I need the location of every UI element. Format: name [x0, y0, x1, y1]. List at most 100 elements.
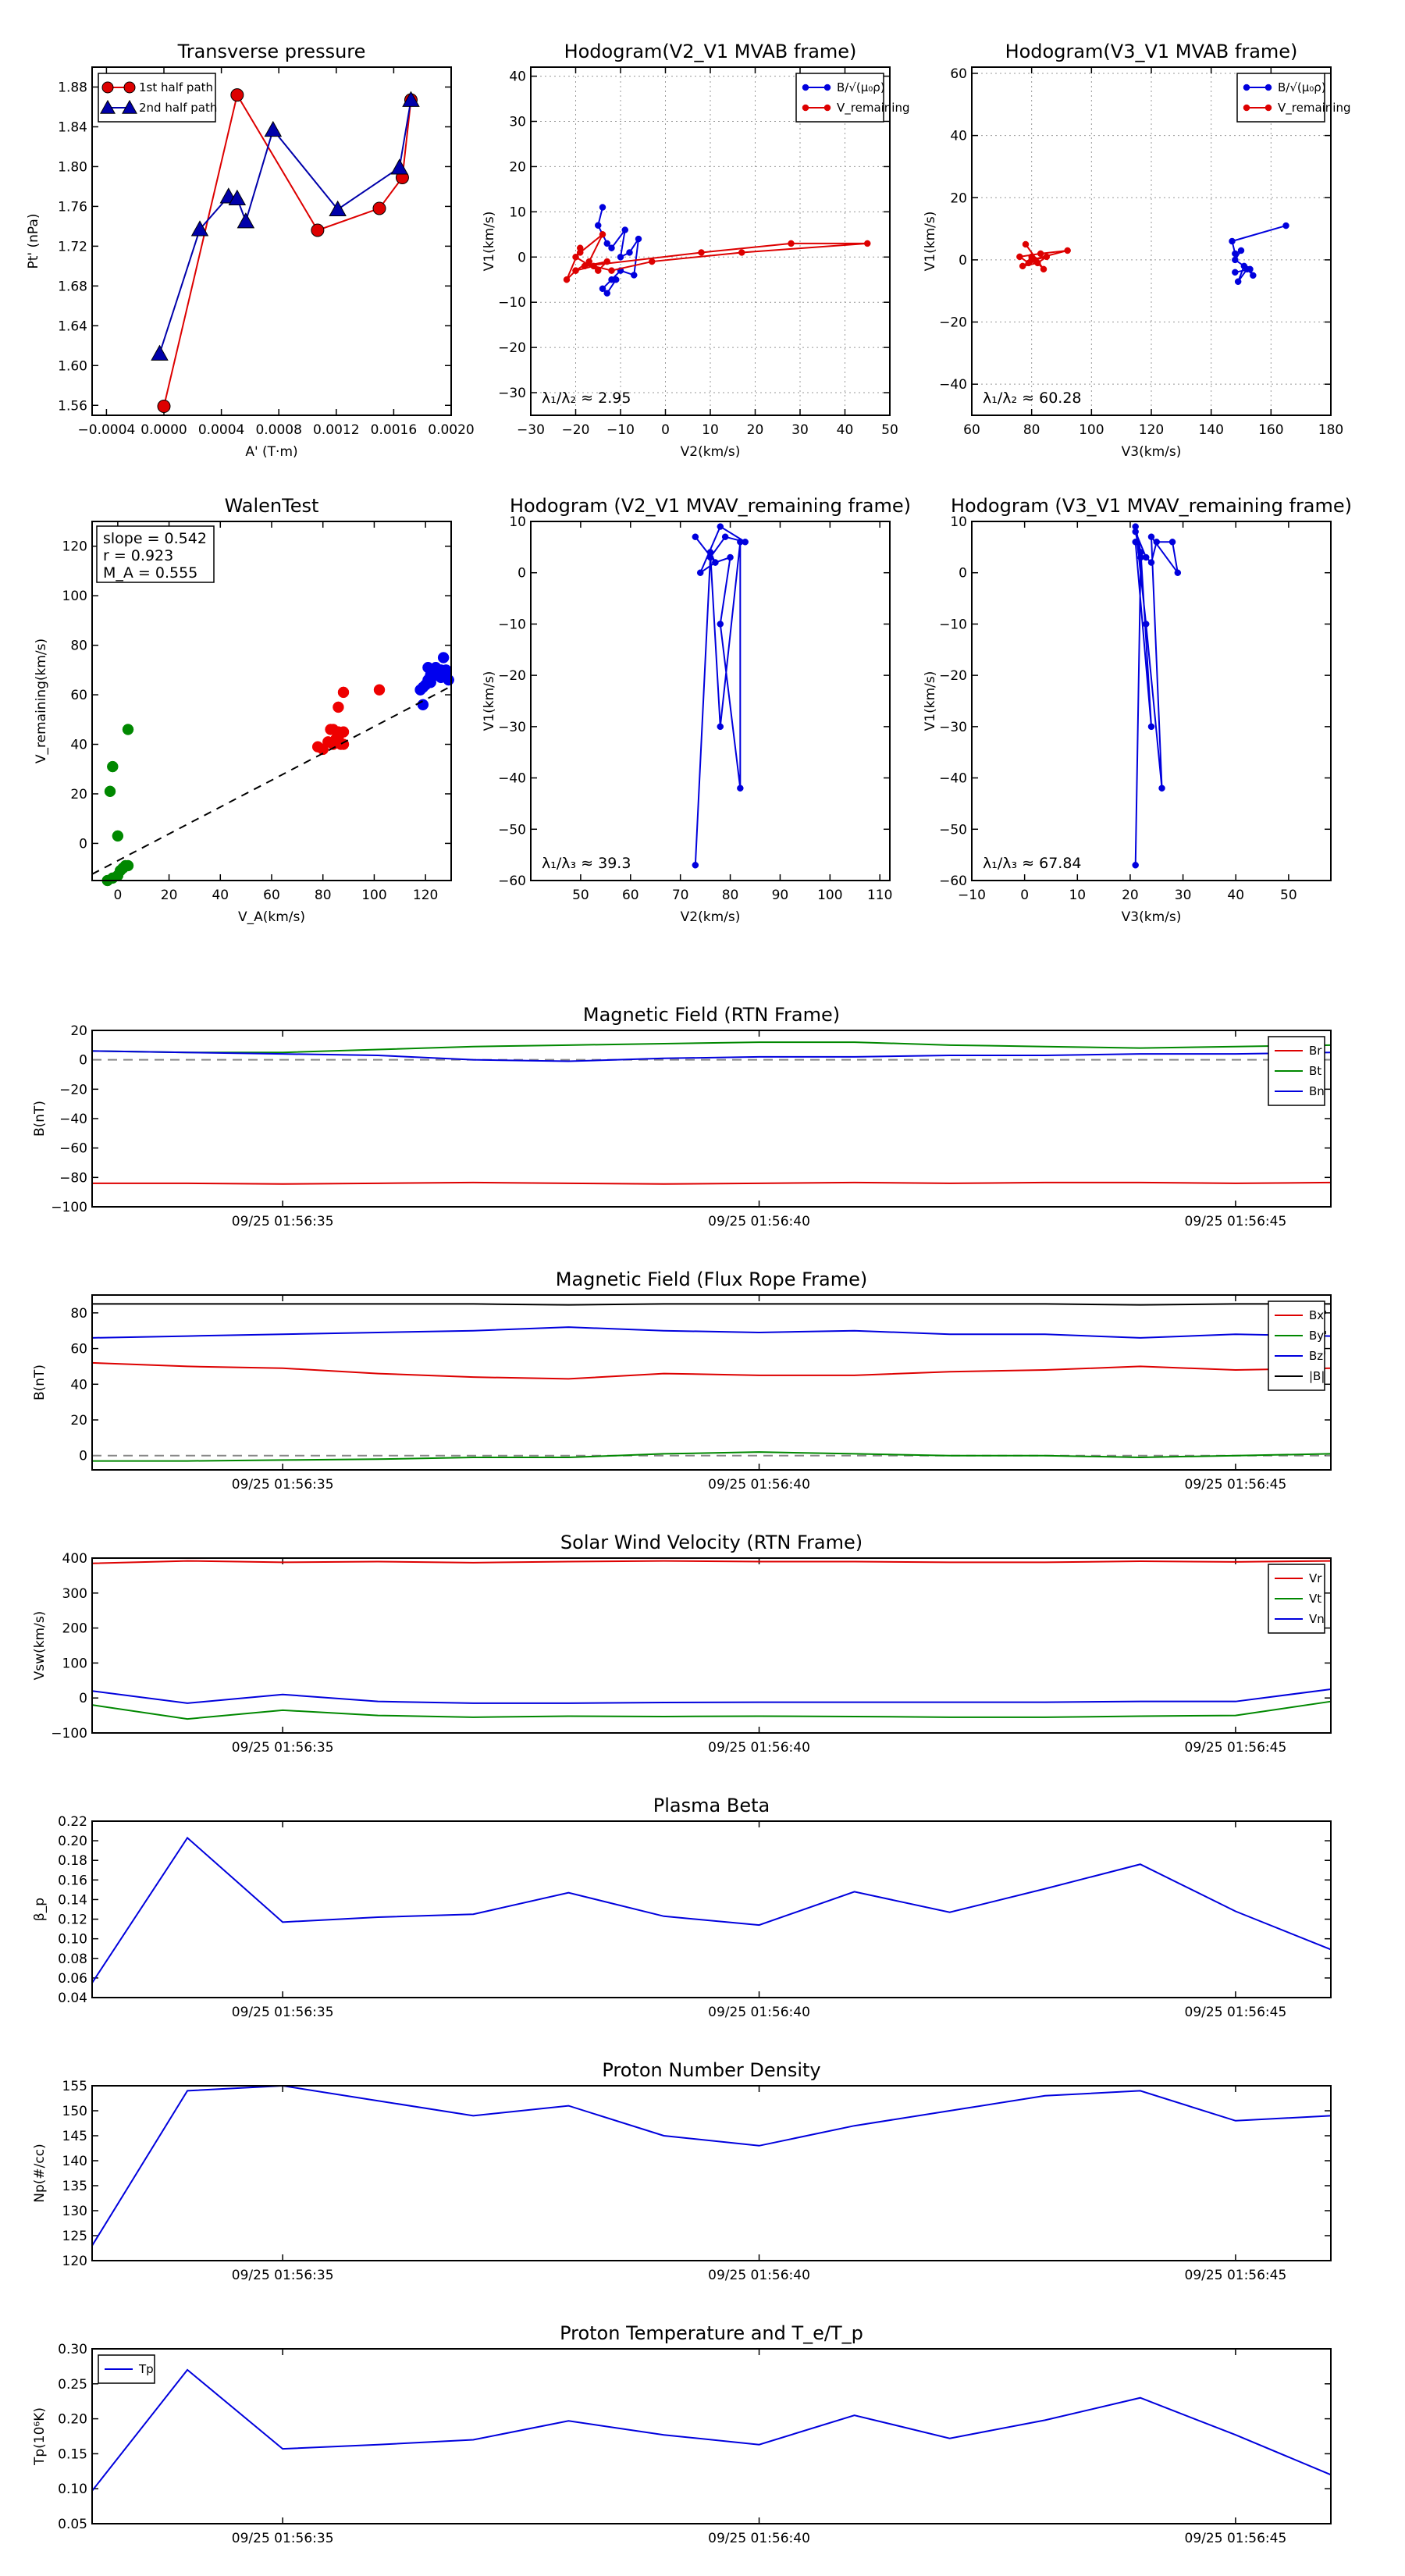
data-point	[311, 223, 325, 237]
y-tick-label: 150	[62, 2104, 87, 2119]
x-tick-label: 09/25 01:56:45	[1185, 2531, 1287, 2546]
data-point	[104, 785, 116, 798]
legend-marker	[823, 104, 831, 112]
y-axis-label: V1(km/s)	[923, 212, 938, 272]
chart-title: Magnetic Field (RTN Frame)	[583, 1004, 840, 1026]
y-tick-label: −100	[51, 1200, 87, 1215]
y-tick-label: 1.64	[58, 318, 87, 334]
x-tick-label: 100	[1079, 422, 1104, 438]
y-tick-label: 40	[509, 69, 526, 85]
data-point	[1137, 549, 1144, 556]
x-axis-label: A' (T·m)	[245, 444, 297, 460]
data-point	[706, 549, 714, 556]
y-axis-label: B(nT)	[32, 1364, 48, 1400]
y-tick-label: 1.88	[58, 80, 87, 95]
x-tick-label: 60	[963, 422, 980, 438]
y-tick-label: −40	[939, 771, 967, 787]
data-point	[417, 699, 429, 711]
legend-marker	[1243, 104, 1250, 112]
legend-box	[98, 73, 216, 123]
y-tick-label: 0.04	[58, 1991, 87, 2006]
legend-entry: Vr	[1309, 1571, 1322, 1585]
y-tick-label: 0.16	[58, 1873, 87, 1888]
plot-frame	[971, 66, 1332, 416]
data-point	[595, 267, 602, 274]
y-tick-label: 0.18	[58, 1853, 87, 1869]
chart-ts_np: Proton Number Density 120 125 130 135 140 145 1…	[32, 2059, 1332, 2283]
series-line	[694, 525, 746, 866]
legend-entry: Bx'	[1309, 1308, 1327, 1322]
y-tick-label: 0.14	[58, 1892, 87, 1908]
x-tick-label: 80	[722, 888, 739, 903]
x-tick-label: 0.0020	[428, 422, 474, 438]
chart-title: WalenTest	[225, 495, 319, 517]
y-tick-label: 0	[79, 836, 87, 852]
data-point	[107, 760, 119, 773]
x-tick-label: 30	[1175, 888, 1192, 903]
chart-walen: WalenTest 0 20 40 60 80 100 120 0 20 40 60 80 100 120 V…	[34, 495, 454, 925]
x-tick-label: 20	[747, 422, 764, 438]
x-tick-label: 10	[702, 422, 719, 438]
chart-title: Proton Number Density	[602, 2059, 820, 2081]
legend-box	[795, 73, 884, 123]
data-point	[1022, 240, 1030, 248]
data-point	[422, 661, 434, 674]
series-line	[91, 1700, 1332, 1720]
data-point	[1064, 247, 1071, 254]
data-point	[737, 539, 744, 546]
y-tick-label: 80	[70, 639, 87, 654]
x-tick-label: 0.0016	[371, 422, 417, 438]
data-point	[228, 189, 247, 206]
y-tick-label: 145	[62, 2129, 87, 2144]
legend-marker	[122, 99, 137, 114]
legend-marker	[1243, 84, 1250, 91]
y-tick-label: 0.20	[58, 2412, 87, 2428]
data-point	[337, 686, 350, 699]
y-tick-label: −40	[498, 771, 526, 787]
x-tick-label: 0.0008	[255, 422, 301, 438]
legend-marker	[123, 81, 136, 94]
data-point	[712, 559, 719, 566]
data-point	[1153, 539, 1161, 546]
y-tick-label: −20	[498, 340, 526, 356]
series-line	[91, 2368, 1332, 2492]
plot-frame	[91, 1557, 1332, 1734]
fit-line	[91, 685, 452, 875]
stats-box	[96, 525, 215, 583]
x-tick-label: 09/25 01:56:40	[708, 1477, 810, 1493]
data-point	[599, 285, 606, 293]
y-axis-label: V1(km/s)	[482, 212, 497, 272]
data-point	[738, 249, 745, 256]
x-tick-label: 50	[881, 422, 898, 438]
y-tick-label: 20	[950, 190, 967, 206]
data-point	[590, 262, 597, 270]
y-axis-label: V1(km/s)	[482, 671, 497, 731]
data-point	[230, 88, 244, 102]
y-tick-label: 10	[509, 205, 526, 220]
y-tick-label: 20	[509, 159, 526, 175]
y-tick-label: −30	[498, 386, 526, 401]
data-point	[603, 240, 610, 247]
legend-marker	[100, 99, 116, 114]
data-point	[333, 701, 344, 713]
ratio-annotation: λ₁/λ₃ ≈ 39.3	[542, 855, 631, 872]
x-tick-label: 09/25 01:56:35	[232, 1740, 334, 1756]
data-point	[788, 240, 795, 247]
data-point	[1158, 785, 1165, 792]
data-point	[717, 523, 724, 530]
y-tick-label: 0	[79, 1449, 87, 1464]
plot-frame	[91, 2085, 1332, 2261]
x-tick-label: 140	[1198, 422, 1223, 438]
series-line	[91, 1326, 1332, 1339]
data-point	[649, 258, 656, 265]
x-tick-label: 90	[772, 888, 789, 903]
y-tick-label: 100	[62, 1656, 87, 1671]
chart-title: Proton Temperature and T_e/T_p	[560, 2322, 863, 2344]
x-tick-label: 09/25 01:56:45	[1185, 1477, 1287, 1493]
data-point	[698, 249, 705, 256]
data-point	[1250, 272, 1257, 279]
y-tick-label: −50	[498, 822, 526, 838]
x-tick-label: 40	[837, 422, 854, 438]
x-tick-label: 09/25 01:56:35	[232, 1214, 334, 1229]
data-point	[1147, 533, 1155, 540]
